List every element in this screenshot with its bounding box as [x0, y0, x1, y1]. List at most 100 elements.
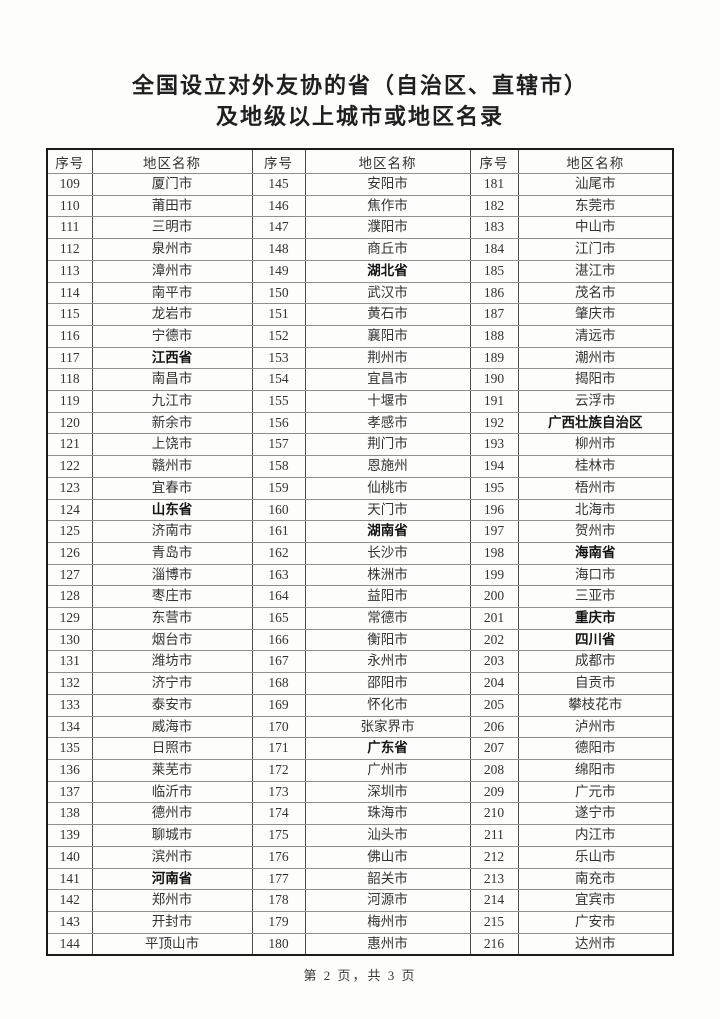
region-name: 漳州市	[91, 259, 253, 283]
region-name: 广西壮族自治区	[517, 411, 674, 435]
region-name: 湛江市	[517, 259, 674, 283]
table-row: 112 泉州市 148 商丘市 184 江门市	[46, 238, 674, 261]
region-number: 146	[251, 194, 306, 218]
region-number: 201	[469, 607, 519, 630]
region-number: 120	[46, 411, 93, 435]
region-number: 154	[251, 368, 306, 392]
region-name: 濮阳市	[304, 216, 471, 240]
table-row: 115 龙岩市 151 黄石市 187 肇庆市	[46, 303, 674, 326]
region-number: 139	[46, 824, 93, 847]
region-number: 178	[251, 889, 306, 912]
region-name: 广州市	[304, 758, 471, 782]
region-number: 118	[46, 368, 93, 392]
region-number: 121	[46, 433, 93, 457]
region-number: 208	[469, 758, 519, 782]
region-name: 重庆市	[517, 607, 674, 630]
region-number: 126	[46, 541, 93, 565]
region-name: 遂宁市	[517, 802, 674, 826]
region-number: 176	[251, 845, 306, 869]
region-number: 202	[469, 628, 519, 652]
region-number: 111	[46, 216, 93, 240]
region-name: 贺州市	[517, 520, 674, 543]
page-title: 全国设立对外友协的省（自治区、直辖市） 及地级以上城市或地区名录	[0, 70, 720, 132]
region-name: 山东省	[91, 498, 253, 522]
region-number: 113	[46, 259, 93, 283]
region-number: 206	[469, 715, 519, 739]
region-number: 197	[469, 520, 519, 543]
table-row: 119 九江市 155 十堰市 191 云浮市	[46, 390, 674, 413]
region-name: 烟台市	[91, 628, 253, 652]
region-number: 186	[469, 281, 519, 305]
table-row: 130 烟台市 166 衡阳市 202 四川省	[46, 628, 674, 652]
region-number: 123	[46, 476, 93, 500]
region-number: 214	[469, 889, 519, 912]
region-number: 195	[469, 476, 519, 500]
region-name: 泉州市	[91, 238, 253, 261]
region-name: 邵阳市	[304, 672, 471, 695]
region-number: 179	[251, 910, 306, 934]
table-row: 111 三明市 147 濮阳市 183 中山市	[46, 216, 674, 240]
table-row: 137 临沂市 173 深圳市 209 广元市	[46, 780, 674, 804]
region-name: 德州市	[91, 802, 253, 826]
region-name: 十堰市	[304, 390, 471, 413]
region-number: 188	[469, 324, 519, 348]
region-number: 166	[251, 628, 306, 652]
region-number: 145	[251, 173, 306, 196]
column-header-number: 序号	[251, 148, 306, 174]
region-number: 109	[46, 173, 93, 196]
table-row: 123 宜春市 159 仙桃市 195 梧州市	[46, 476, 674, 500]
region-name: 枣庄市	[91, 585, 253, 609]
region-number: 172	[251, 758, 306, 782]
region-name: 荆州市	[304, 346, 471, 370]
region-number: 156	[251, 411, 306, 435]
region-name: 江西省	[91, 346, 253, 370]
table-row: 117 江西省 153 荆州市 189 潮州市	[46, 346, 674, 370]
table-row: 135 日照市 171 广东省 207 德阳市	[46, 737, 674, 760]
region-name: 四川省	[517, 628, 674, 652]
table-row: 113 漳州市 149 湖北省 185 湛江市	[46, 259, 674, 283]
region-number: 149	[251, 259, 306, 283]
page-footer: 第 2 页，共 3 页	[303, 968, 417, 983]
region-number: 167	[251, 650, 306, 674]
region-number: 142	[46, 889, 93, 912]
region-name: 德阳市	[517, 737, 674, 760]
region-number: 115	[46, 303, 93, 326]
region-name: 桂林市	[517, 455, 674, 478]
table-row: 109 厦门市 145 安阳市 181 汕尾市	[46, 173, 674, 196]
region-number: 112	[46, 238, 93, 261]
region-name: 云浮市	[517, 390, 674, 413]
region-number: 143	[46, 910, 93, 934]
region-name: 莱芜市	[91, 758, 253, 782]
region-number: 157	[251, 433, 306, 457]
region-name: 南昌市	[91, 368, 253, 392]
page-title-line2: 及地级以上城市或地区名录	[215, 104, 504, 130]
region-number: 205	[469, 693, 519, 717]
region-number: 187	[469, 303, 519, 326]
region-name: 湖南省	[304, 520, 471, 543]
region-name: 湖北省	[304, 259, 471, 283]
table-row: 122 赣州市 158 恩施州 194 桂林市	[46, 455, 674, 478]
table-row: 125 济南市 161 湖南省 197 贺州市	[46, 520, 674, 543]
region-name: 安阳市	[304, 173, 471, 196]
region-name: 珠海市	[304, 802, 471, 826]
region-number: 180	[251, 932, 306, 956]
table-row: 140 滨州市 176 佛山市 212 乐山市	[46, 845, 674, 869]
table-row: 126 青岛市 162 长沙市 198 海南省	[46, 541, 674, 565]
region-name: 南平市	[91, 281, 253, 305]
region-number: 160	[251, 498, 306, 522]
region-number: 122	[46, 455, 93, 478]
table-row: 131 潍坊市 167 永州市 203 成都市	[46, 650, 674, 674]
region-name: 泰安市	[91, 693, 253, 717]
table-row: 118 南昌市 154 宜昌市 190 揭阳市	[46, 368, 674, 392]
table-row: 143 开封市 179 梅州市 215 广安市	[46, 910, 674, 934]
region-number: 137	[46, 780, 93, 804]
region-number: 128	[46, 585, 93, 609]
region-name: 达州市	[517, 932, 674, 956]
region-number: 170	[251, 715, 306, 739]
region-name: 永州市	[304, 650, 471, 674]
region-number: 125	[46, 520, 93, 543]
region-name: 绵阳市	[517, 758, 674, 782]
region-name: 滨州市	[91, 845, 253, 869]
column-header-region: 地区名称	[517, 148, 674, 174]
